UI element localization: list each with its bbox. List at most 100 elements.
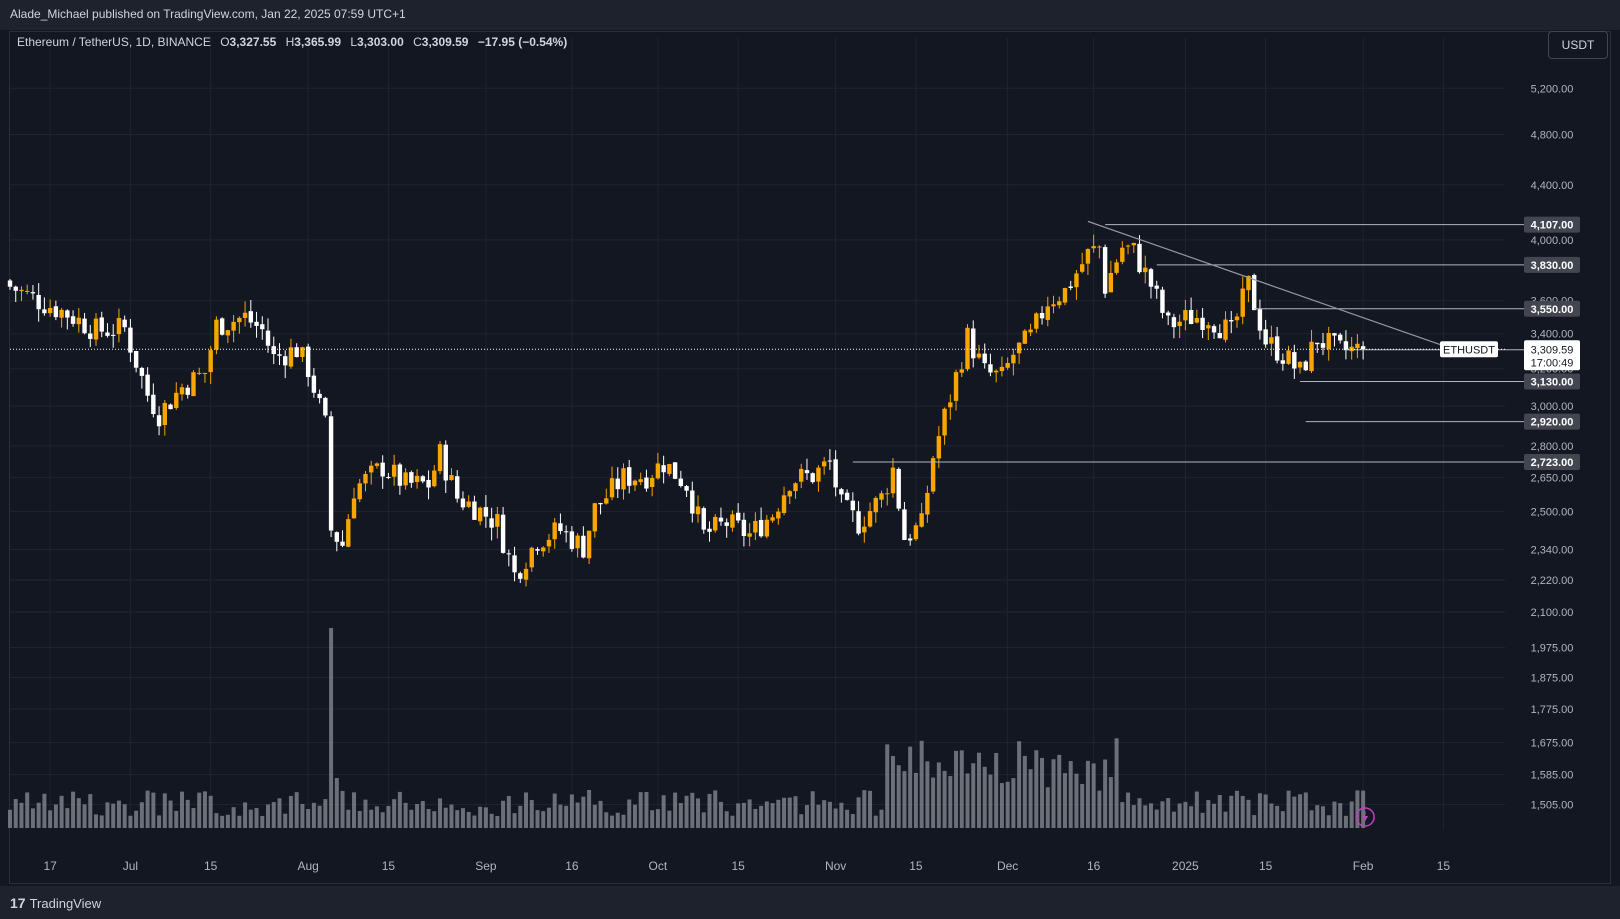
volume-bar [592, 804, 597, 828]
volume-bar [1246, 799, 1251, 828]
y-tick-label: 2,650.00 [1531, 473, 1574, 485]
volume-bar [1057, 754, 1062, 828]
volume-bar [982, 766, 987, 828]
candle-up [781, 495, 787, 513]
volume-bar [1309, 810, 1314, 828]
volume-bar [460, 808, 465, 828]
candle-down [105, 332, 110, 336]
volume-bar [535, 810, 540, 828]
candle-down [248, 311, 254, 323]
candle-down [850, 500, 856, 511]
volume-bar [1315, 805, 1320, 828]
level-price-label: 2,920.00 [1531, 417, 1574, 429]
candle-down [569, 531, 575, 549]
candle-down [7, 280, 13, 287]
candle-down [472, 501, 477, 520]
trendline[interactable] [1087, 220, 1444, 347]
volume-bar [94, 814, 99, 828]
candle-up [993, 370, 999, 373]
candle-up [191, 372, 196, 397]
volume-bar [225, 814, 230, 828]
candle-up [942, 408, 947, 436]
candle-down [902, 509, 907, 540]
candle-down [856, 511, 861, 534]
volume-bar [850, 814, 855, 828]
volume-bar [747, 799, 752, 828]
level-price-tag [1524, 373, 1580, 390]
volume-bar [942, 770, 947, 828]
y-tick-label: 4,400.00 [1531, 180, 1574, 192]
volume-bar [948, 776, 953, 828]
candle-down [111, 334, 116, 336]
candle-down [122, 319, 127, 328]
volume-bar [1223, 811, 1228, 828]
candle-up [47, 308, 53, 314]
candle-down [1303, 361, 1308, 371]
volume-bar [931, 777, 936, 828]
chart-area[interactable] [9, 31, 1611, 884]
volume-bar [340, 790, 345, 828]
volume-bar [288, 795, 293, 828]
x-tick-label: 2025 [1172, 859, 1199, 873]
volume-bar [954, 750, 959, 828]
volume-bar [1194, 791, 1199, 828]
volume-bar [701, 812, 706, 828]
candle-up [632, 480, 638, 486]
candle-down [156, 415, 162, 427]
volume-bar [352, 792, 357, 828]
candle-up [655, 463, 661, 479]
candle-up [25, 290, 30, 292]
candle-down [1165, 312, 1171, 316]
level-price-tag [1524, 453, 1580, 470]
candle-down [500, 514, 506, 553]
candle-down [661, 465, 666, 473]
change-value: −17.95 (−0.54%) [477, 35, 568, 49]
volume-bar [1326, 815, 1331, 828]
candle-down [581, 535, 586, 558]
volume-bar [1177, 803, 1182, 828]
candle-up [437, 444, 443, 472]
lightning-icon[interactable] [1355, 807, 1375, 827]
candle-up [1355, 343, 1360, 349]
publisher-info: Alade_Michael published on TradingView.c… [10, 7, 406, 21]
candle-down [741, 519, 747, 536]
y-tick-label: 1,505.00 [1531, 799, 1574, 811]
candle-up [965, 327, 970, 370]
candle-up [753, 520, 758, 533]
candle-down [260, 324, 265, 330]
volume-bar [707, 793, 712, 828]
candle-up [59, 309, 64, 318]
x-tick-label: 15 [909, 859, 923, 873]
candle-down [489, 518, 494, 528]
close-label: C [413, 35, 422, 49]
candle-up [1234, 316, 1240, 321]
candle-down [678, 478, 684, 487]
volume-bar [632, 804, 637, 828]
volume-bar [799, 814, 804, 828]
volume-bar [231, 807, 236, 828]
volume-bar [518, 805, 523, 828]
y-tick-label: 1,585.00 [1531, 770, 1574, 782]
candle-down [758, 519, 764, 537]
volume-bar [1040, 757, 1045, 828]
candle-down [1068, 286, 1073, 288]
candle-up [225, 330, 231, 336]
candle-up [1051, 304, 1056, 307]
candle-down [380, 462, 385, 477]
volume-bar [919, 740, 924, 828]
candle-down [1320, 343, 1326, 348]
open-label: O [220, 35, 230, 49]
volume-bar [1137, 798, 1142, 828]
candle-up [776, 511, 781, 519]
candle-up [403, 472, 408, 486]
candle-up [1297, 361, 1303, 368]
candle-down [1292, 352, 1297, 369]
level-price-tag [1524, 256, 1580, 273]
volume-bar [1269, 803, 1274, 828]
level-price-label: 3,130.00 [1531, 377, 1574, 389]
candle-up [1079, 264, 1085, 272]
currency-button[interactable]: USDT [1548, 31, 1608, 59]
volume-bar [902, 771, 907, 828]
candle-down [13, 286, 18, 291]
